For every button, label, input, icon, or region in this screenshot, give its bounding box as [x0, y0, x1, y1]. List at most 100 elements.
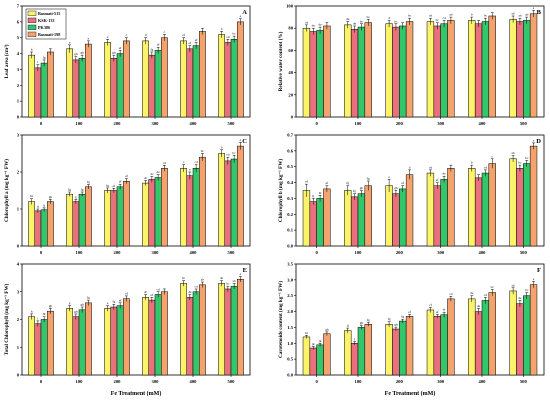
bar [385, 23, 393, 118]
bar [47, 310, 54, 376]
bar [468, 168, 476, 247]
bar [509, 19, 517, 118]
bar [474, 23, 483, 118]
significance-label: de [442, 172, 446, 176]
x-tick-label: 400 [190, 379, 198, 384]
bar [142, 182, 149, 247]
bar [72, 316, 80, 376]
significance-label: gh [325, 327, 329, 331]
significance-label: a [240, 14, 242, 18]
significance-label: gh [394, 323, 398, 327]
significance-label: dc [144, 290, 148, 294]
bar [78, 193, 86, 247]
significance-label: bc [360, 19, 364, 23]
bar [468, 298, 476, 376]
significance-label: g [69, 301, 71, 305]
significance-label: ef [125, 291, 129, 295]
significance-label: gh [360, 321, 364, 325]
significance-label: cd [442, 16, 446, 20]
bar [218, 283, 225, 376]
plot-frame [295, 134, 545, 247]
bar [426, 21, 435, 118]
significance-label: dc [144, 176, 148, 180]
legend-label: Basmati-515 [38, 11, 60, 16]
x-axis-title-right: Fe Treatment (mM) [385, 390, 436, 397]
bar [34, 323, 42, 376]
bar [123, 181, 130, 247]
significance-label: ab [220, 276, 224, 280]
bar [309, 201, 317, 247]
x-tick-label: 500 [228, 379, 236, 384]
significance-label: cf [429, 303, 433, 307]
plot-frame [295, 5, 545, 118]
y-tick-label: 1 [17, 99, 20, 104]
y-tick-label: 5 [17, 35, 20, 40]
bar [161, 168, 168, 247]
bar [302, 27, 311, 118]
bar [405, 316, 414, 376]
significance-label: bc [436, 18, 440, 22]
y-tick-label: 2.5 [287, 293, 293, 298]
panel-letter: A [242, 9, 247, 16]
significance-label: fg [87, 296, 90, 300]
significance-label: d [145, 33, 147, 37]
significance-label: ef [182, 33, 186, 37]
bar [316, 30, 324, 118]
legend-label: KSK-133 [38, 18, 55, 23]
y-axis-title: Chlorophyll a (mg kg⁻¹ FW) [3, 159, 10, 222]
bar [230, 158, 238, 247]
x-tick-label: 200 [114, 379, 122, 384]
bar [148, 179, 156, 247]
bar [344, 190, 352, 247]
significance-label: ef [443, 308, 447, 312]
significance-label: h [31, 309, 33, 313]
y-tick-label: 0.3 [287, 196, 293, 201]
bar [399, 320, 407, 376]
significance-label: fg [367, 176, 370, 180]
bar [218, 34, 225, 118]
y-tick-label: 2.0 [287, 309, 293, 314]
significance-label: cd [195, 284, 199, 288]
bar [481, 21, 490, 118]
y-axis-title: Chlorophyll b (mg kg⁻¹ FW) [277, 159, 284, 223]
significance-label: ab [233, 279, 237, 283]
significance-label: e [388, 175, 390, 179]
significance-label: h [31, 47, 33, 51]
bar [180, 283, 187, 376]
bar [199, 156, 206, 247]
significance-label: ef [326, 181, 330, 185]
significance-label: ij [37, 205, 39, 209]
x-tick-label: 0 [316, 121, 319, 126]
x-tick-label: 500 [520, 121, 528, 126]
bar [523, 163, 531, 247]
y-tick-label: 2 [17, 317, 20, 322]
y-tick-label: 3 [17, 133, 20, 138]
bar [488, 163, 496, 247]
y-tick-label: 0.5 [287, 357, 293, 362]
y-tick-label: 0.0 [287, 373, 293, 378]
x-tick-label: 0 [316, 379, 319, 384]
significance-label: a [240, 272, 242, 276]
bar [440, 179, 448, 247]
bar [468, 20, 476, 118]
significance-label: ef [119, 180, 123, 184]
bar [529, 13, 538, 118]
y-axis-title: Relative water content (%) [277, 31, 284, 91]
significance-label: ab [449, 13, 453, 17]
significance-label: ef [436, 310, 440, 314]
bar [161, 37, 168, 118]
x-tick-label: 400 [190, 121, 198, 126]
bar [309, 31, 317, 118]
significance-label: ij [312, 194, 314, 198]
bar [110, 306, 118, 376]
significance-label: ab [512, 151, 516, 155]
bar [237, 279, 244, 376]
panel-letter: F [537, 267, 541, 274]
significance-label: fg [367, 318, 370, 322]
bar [488, 15, 496, 118]
significance-label: a [533, 6, 535, 10]
bar [447, 298, 455, 376]
bar [516, 21, 524, 118]
bar [47, 201, 54, 247]
